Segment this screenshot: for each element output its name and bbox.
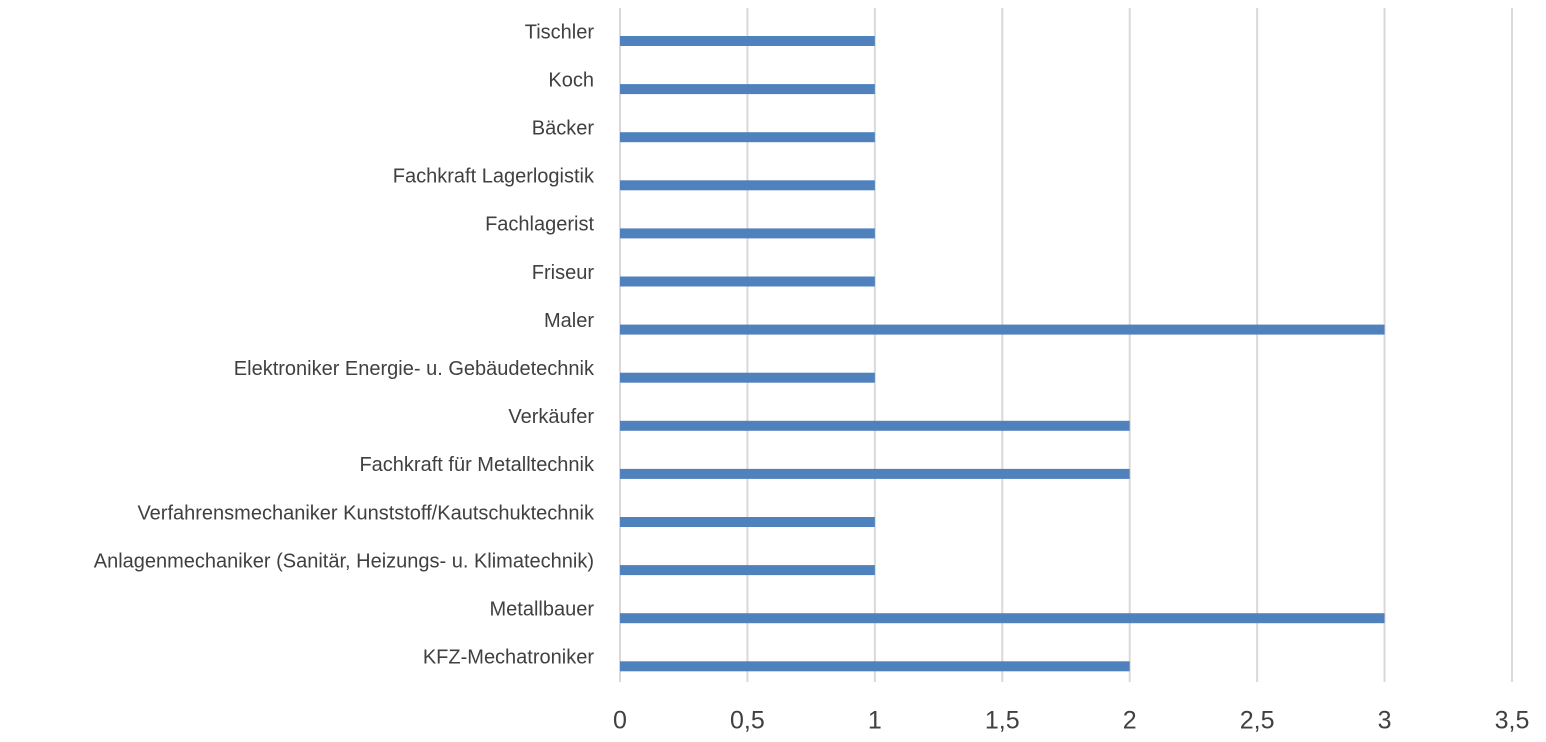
y-tick-label: Fachkraft Lagerlogistik <box>393 166 595 188</box>
x-tick-label: 2,5 <box>1240 707 1275 735</box>
y-tick-label: Elektroniker Energie- u. Gebäudetechnik <box>234 358 595 380</box>
bar <box>620 276 875 287</box>
bar <box>620 84 875 95</box>
x-tick-label: 0 <box>613 707 627 735</box>
y-tick-label: Koch <box>548 69 594 91</box>
y-tick-label: Fachkraft für Metalltechnik <box>359 454 595 476</box>
x-tick-label: 2 <box>1123 707 1137 735</box>
bar <box>620 517 875 527</box>
y-tick-label: Verkäufer <box>508 406 594 428</box>
x-tick-label: 1,5 <box>985 707 1020 735</box>
y-tick-label: Bäcker <box>532 117 595 139</box>
bar <box>620 36 875 46</box>
x-tick-label: 1 <box>868 707 882 735</box>
bar <box>620 613 1385 624</box>
y-tick-label: Friseur <box>532 262 595 284</box>
x-tick-label: 3 <box>1378 707 1392 735</box>
y-tick-label: Verfahrensmechaniker Kunststoff/Kautschu… <box>137 502 595 524</box>
bar <box>620 420 1130 431</box>
y-tick-label: KFZ-Mechatroniker <box>423 647 594 669</box>
x-tick-label: 0,5 <box>730 707 765 735</box>
bar <box>620 565 875 576</box>
bar <box>620 132 875 143</box>
bar <box>620 372 875 383</box>
y-tick-label: Anlagenmechaniker (Sanitär, Heizungs- u.… <box>94 550 594 572</box>
bar <box>620 324 1385 335</box>
bar <box>620 180 875 191</box>
bar <box>620 228 875 239</box>
bar <box>620 661 1130 672</box>
y-tick-label: Metallbauer <box>489 598 594 620</box>
bar <box>620 468 1130 479</box>
x-tick-label: 3,5 <box>1495 707 1530 735</box>
y-tick-label: Fachlagerist <box>485 214 594 236</box>
y-tick-label: Tischler <box>525 21 595 43</box>
y-tick-label: Maler <box>544 310 594 332</box>
